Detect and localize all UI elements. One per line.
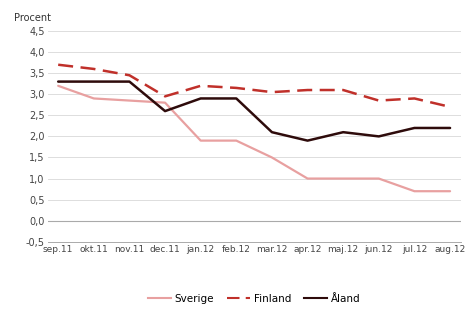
Legend: Sverige, Finland, Åland: Sverige, Finland, Åland — [143, 290, 365, 308]
Text: Procent: Procent — [14, 13, 51, 23]
